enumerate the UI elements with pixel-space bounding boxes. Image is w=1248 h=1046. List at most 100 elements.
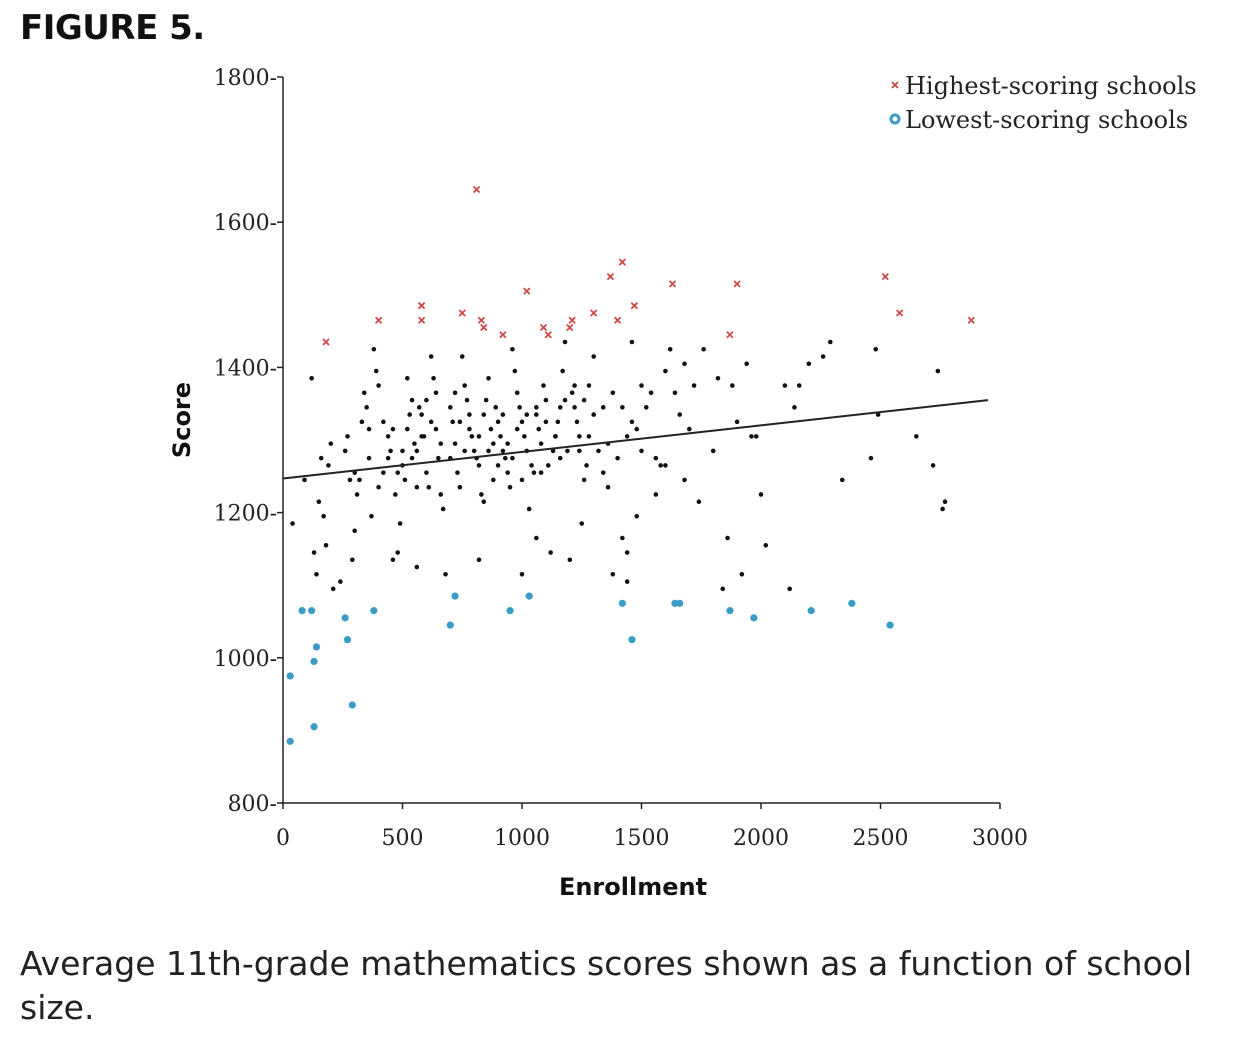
school-point xyxy=(553,434,558,439)
school-point xyxy=(471,448,477,454)
highest-school-point xyxy=(967,316,975,324)
school-point xyxy=(416,405,422,410)
highest-school-point xyxy=(568,316,576,324)
school-point xyxy=(495,463,501,468)
school-point xyxy=(792,405,797,410)
school-point xyxy=(572,405,577,410)
highest-school-point xyxy=(566,323,574,332)
school-point xyxy=(330,586,336,592)
school-point xyxy=(436,455,441,461)
school-point xyxy=(875,412,881,417)
school-point xyxy=(567,557,573,563)
x-tick-label: 0 xyxy=(276,826,290,851)
lowest-school-point xyxy=(451,592,459,600)
school-point xyxy=(574,419,580,425)
axes xyxy=(282,77,1000,804)
school-point xyxy=(634,426,640,432)
school-point xyxy=(696,499,702,505)
school-point xyxy=(390,426,396,432)
school-point xyxy=(500,412,506,417)
y-axis-label: Score xyxy=(168,382,196,458)
school-point xyxy=(373,368,379,374)
school-point xyxy=(536,426,542,432)
school-point xyxy=(412,441,417,446)
school-point xyxy=(366,426,372,432)
school-point xyxy=(584,463,589,468)
school-point xyxy=(502,455,508,461)
highest-school-point xyxy=(630,302,638,310)
school-point xyxy=(749,434,754,439)
school-point xyxy=(431,375,436,381)
school-point xyxy=(581,397,587,403)
school-point xyxy=(629,339,635,345)
lowest-school-point xyxy=(506,607,514,615)
lowest-school-point xyxy=(446,621,454,629)
school-point xyxy=(433,390,439,396)
lowest-school-point xyxy=(286,737,294,745)
y-tick-label: 1400- xyxy=(214,356,277,381)
x-tick-label: 1500 xyxy=(614,826,670,851)
school-point xyxy=(326,463,331,468)
school-point xyxy=(371,346,377,352)
y-ticks: 800- 1000- 1200- 1400- 1600- 1800- xyxy=(214,66,283,817)
lowest-school-point xyxy=(310,657,318,666)
school-point xyxy=(404,426,410,432)
school-point xyxy=(782,383,788,388)
school-point xyxy=(455,470,460,475)
school-point xyxy=(586,383,592,388)
school-point xyxy=(452,390,458,396)
school-point xyxy=(677,412,683,417)
school-point xyxy=(526,506,532,512)
school-point xyxy=(940,506,945,512)
legend-highest-cross xyxy=(891,81,899,89)
lowest-school-point xyxy=(726,607,734,615)
school-point xyxy=(591,412,596,417)
school-point xyxy=(395,470,401,475)
school-point xyxy=(682,477,687,483)
school-point xyxy=(873,346,879,352)
school-point xyxy=(639,448,644,454)
school-point xyxy=(648,390,654,396)
school-point xyxy=(510,455,515,461)
school-point xyxy=(462,448,467,454)
school-point xyxy=(433,426,439,432)
school-point xyxy=(311,550,317,555)
school-point xyxy=(414,564,420,570)
school-point xyxy=(820,354,826,359)
highest-school-point xyxy=(881,273,889,281)
school-point xyxy=(710,448,716,454)
school-point xyxy=(302,477,307,483)
school-point xyxy=(309,375,314,381)
lowest-school-point xyxy=(525,592,533,600)
school-point xyxy=(354,492,360,497)
school-point xyxy=(404,375,410,381)
school-point xyxy=(443,572,448,577)
school-point xyxy=(562,339,568,345)
x-axis-label: Enrollment xyxy=(559,873,707,901)
school-point xyxy=(591,354,596,359)
highest-school-point xyxy=(544,331,552,339)
highest-school-point xyxy=(374,316,383,324)
lowest-school-point xyxy=(848,599,856,607)
school-point xyxy=(577,434,582,439)
legend: Highest-scoring schools Lowest-scoring s… xyxy=(889,72,1197,134)
school-point xyxy=(498,434,503,439)
school-point xyxy=(529,463,534,468)
school-point xyxy=(428,419,434,425)
school-point xyxy=(345,434,350,439)
school-point xyxy=(715,375,721,381)
lowest-school-point xyxy=(618,599,626,607)
school-point xyxy=(550,448,556,454)
school-point xyxy=(318,455,324,461)
school-point xyxy=(605,484,611,490)
school-point xyxy=(507,484,513,490)
school-point xyxy=(409,455,415,461)
school-point xyxy=(476,434,482,439)
school-point xyxy=(517,405,522,410)
school-point xyxy=(512,368,518,374)
school-point xyxy=(483,397,489,403)
school-point xyxy=(438,441,444,446)
highest-school-point xyxy=(668,280,677,288)
school-point xyxy=(440,506,446,512)
lowest-school-point xyxy=(348,701,356,709)
